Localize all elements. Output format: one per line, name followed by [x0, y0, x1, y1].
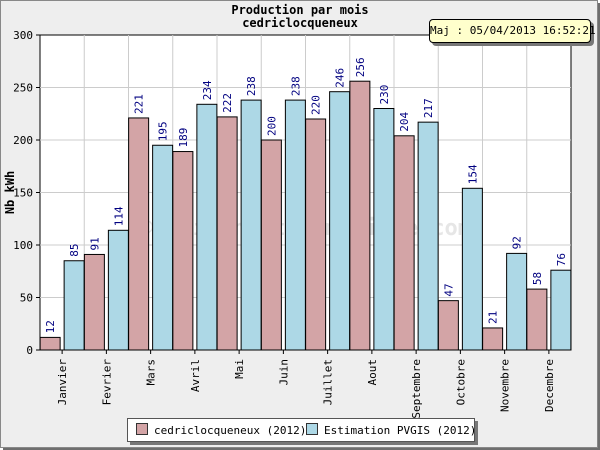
bar-production: [39, 336, 61, 351]
x-tick-label: Juillet: [322, 359, 335, 405]
bar-value-label: 204: [398, 112, 411, 132]
legend-item-production: cedriclocqueneux (2012): [136, 423, 306, 437]
bar-production: [260, 139, 282, 351]
bar-value-label: 238: [245, 76, 258, 96]
bar-value-label: 114: [112, 206, 125, 226]
chart-title: Production par mois: [231, 3, 369, 17]
bar-estimation: [284, 99, 306, 351]
y-tick-label: 100: [13, 239, 33, 252]
chart-subtitle: cedriclocqueneux: [242, 16, 358, 30]
x-tick-label: Juin: [277, 359, 290, 386]
bar-value-label: 85: [68, 244, 81, 257]
bar-estimation: [329, 91, 351, 351]
bar-estimation: [107, 229, 129, 351]
bar-estimation: [373, 108, 395, 351]
bar-value-label: 230: [378, 85, 391, 105]
bar-production: [128, 117, 150, 351]
legend-label-estimation: Estimation PVGIS (2012): [324, 424, 477, 437]
legend: cedriclocqueneux (2012) Estimation PVGIS…: [127, 418, 476, 442]
bar-estimation: [506, 252, 528, 351]
bar-value-label: 195: [157, 121, 170, 141]
bar-estimation: [196, 103, 218, 351]
bar-estimation: [461, 187, 483, 351]
bar-value-label: 58: [531, 272, 544, 285]
bar-production: [83, 253, 105, 351]
bar-production: [305, 118, 327, 351]
bar-value-label: 221: [133, 94, 146, 114]
bar-value-label: 91: [88, 237, 101, 250]
update-timestamp-box: Maj : 05/04/2013 16:52:21: [429, 19, 596, 43]
x-tick-label: Octobre: [454, 359, 467, 405]
x-tick-label: Decembre: [543, 359, 556, 412]
bar-value-label: 238: [289, 76, 302, 96]
bar-value-label: 220: [310, 95, 323, 115]
bar-value-label: 47: [442, 283, 455, 296]
bar-production: [526, 288, 548, 351]
bar-production: [216, 116, 238, 351]
x-tick-label: Fevrier: [100, 359, 113, 406]
bar-value-label: 76: [555, 253, 568, 266]
x-tick-label: Mars: [145, 359, 158, 386]
y-axis-label: Nb kWh: [3, 171, 17, 214]
x-tick-label: Janvier: [56, 359, 69, 406]
bar-value-label: 246: [334, 68, 347, 88]
bar-value-label: 217: [422, 98, 435, 118]
bar-value-label: 12: [44, 320, 57, 333]
y-tick-label: 200: [13, 134, 33, 147]
legend-swatch-production: [136, 423, 148, 435]
legend-label-production: cedriclocqueneux (2012): [154, 424, 307, 437]
x-tick-label: Mai: [233, 359, 246, 379]
bar-production: [172, 151, 194, 351]
bar-estimation: [240, 99, 262, 351]
y-tick-label: 0: [26, 344, 33, 357]
bar-value-label: 189: [177, 128, 190, 148]
x-tick-label: Septembre: [410, 359, 423, 419]
y-tick-label: 300: [13, 29, 33, 42]
bar-production: [349, 80, 371, 351]
bar-value-label: 92: [511, 236, 524, 249]
bar-estimation: [550, 269, 572, 351]
legend-swatch-estimation: [306, 423, 318, 435]
bar-estimation: [63, 260, 85, 351]
bar-estimation: [417, 121, 439, 351]
y-tick-label: 250: [13, 82, 33, 95]
x-tick-label: Aout: [366, 359, 379, 386]
bar-value-label: 256: [354, 57, 367, 77]
x-tick-label: Novembre: [499, 359, 512, 412]
y-tick-label: 50: [20, 292, 33, 305]
bar-estimation: [152, 144, 174, 351]
bar-production: [437, 300, 459, 351]
bar-value-label: 200: [265, 116, 278, 136]
bar-production: [393, 135, 415, 351]
bar-production: [482, 327, 504, 351]
bar-value-label: 222: [221, 93, 234, 113]
bar-value-label: 234: [201, 80, 214, 100]
legend-item-estimation: Estimation PVGIS (2012): [306, 423, 476, 437]
bar-value-label: 154: [466, 164, 479, 184]
x-tick-label: Avril: [189, 359, 202, 392]
bar-value-label: 21: [487, 311, 500, 324]
y-tick-label: 150: [13, 187, 33, 200]
